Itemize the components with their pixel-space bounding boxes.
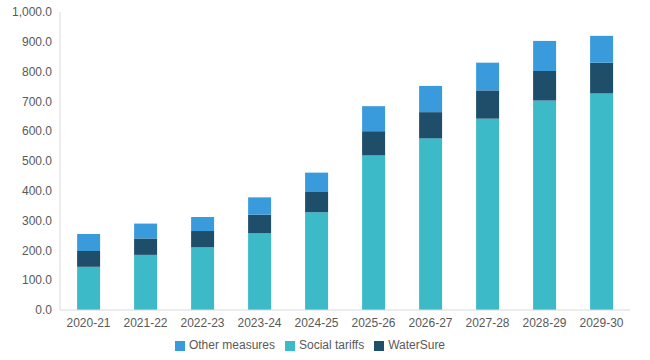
- svg-text:900.0: 900.0: [22, 35, 52, 49]
- html-text:Social tariffs: Social tariffs: [299, 338, 365, 352]
- svg-text:100.0: 100.0: [22, 273, 52, 287]
- svg-text:2028-29: 2028-29: [522, 316, 566, 330]
- svg-text:2023-24: 2023-24: [237, 316, 281, 330]
- svg-text:700.0: 700.0: [22, 95, 52, 109]
- svg-text:600.0: 600.0: [22, 124, 52, 138]
- svg-text:2026-27: 2026-27: [408, 316, 452, 330]
- html-text:WaterSure: WaterSure: [388, 338, 445, 352]
- svg-text:400.0: 400.0: [22, 184, 52, 198]
- svg-text:2022-23: 2022-23: [180, 316, 224, 330]
- svg-text:0.0: 0.0: [35, 303, 52, 317]
- html-text:Other measures: Other measures: [189, 338, 275, 352]
- svg-text:200.0: 200.0: [22, 244, 52, 258]
- svg-text:2025-26: 2025-26: [351, 316, 395, 330]
- svg-text:2029-30: 2029-30: [579, 316, 623, 330]
- svg-text:2024-25: 2024-25: [294, 316, 338, 330]
- svg-text:2021-22: 2021-22: [123, 316, 167, 330]
- svg-text:2027-28: 2027-28: [465, 316, 509, 330]
- svg-text:300.0: 300.0: [22, 214, 52, 228]
- svg-text:2020-21: 2020-21: [66, 316, 110, 330]
- svg-text:500.0: 500.0: [22, 154, 52, 168]
- svg-text:800.0: 800.0: [22, 65, 52, 79]
- svg-text:1,000.0: 1,000.0: [12, 5, 52, 19]
